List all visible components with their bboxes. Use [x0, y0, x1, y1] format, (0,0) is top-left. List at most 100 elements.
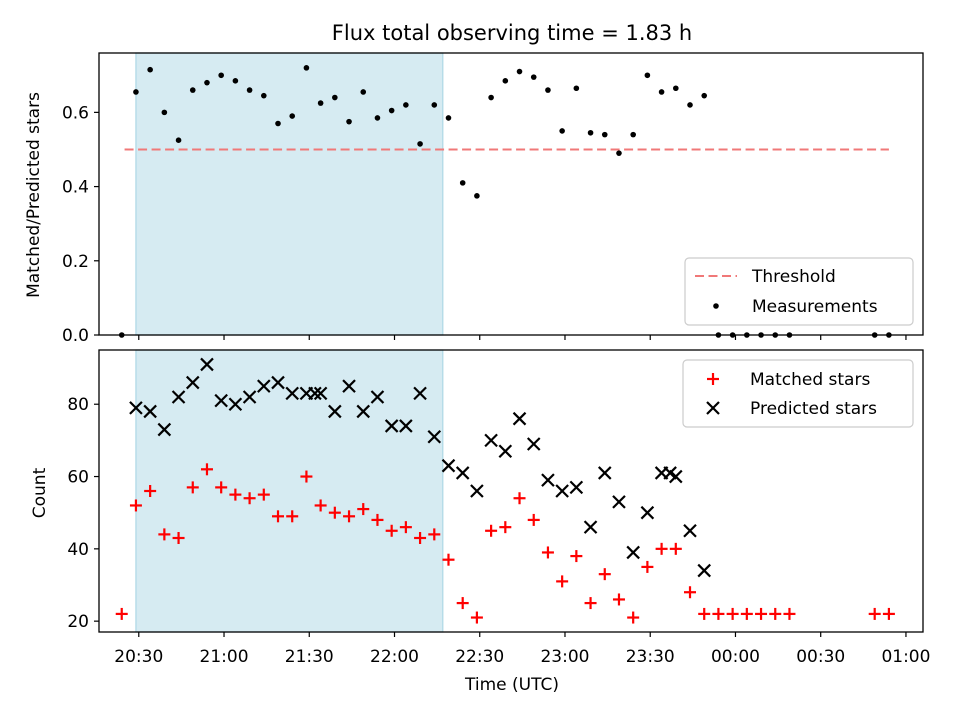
measurement-point — [431, 102, 438, 108]
x-tick-label: 00:00 — [711, 647, 760, 667]
matched-star-point — [655, 542, 668, 555]
matched-star-point — [385, 524, 398, 537]
matched-star-point — [371, 513, 384, 526]
matched-star-point — [300, 470, 313, 483]
x-tick-label: 20:30 — [114, 647, 163, 667]
x-tick-label: 23:00 — [540, 647, 589, 667]
x-tick-label: 22:00 — [370, 647, 419, 667]
predicted-star-point — [129, 401, 143, 415]
predicted-star-point — [683, 523, 697, 538]
matched-star-point — [343, 510, 356, 523]
matched-star-point — [428, 528, 441, 541]
x-axis-label: Time (UTC) — [464, 675, 559, 695]
matched-star-point — [215, 481, 228, 494]
matched-star-point — [769, 607, 782, 620]
measurement-point — [261, 92, 267, 99]
predicted-star-point — [413, 386, 427, 401]
top-panel: 0.0 0.2 0.4 0.6 Threshold Measurements — [62, 52, 924, 346]
observing-span — [135, 52, 444, 336]
measurement-point — [218, 72, 224, 79]
predicted-star-point — [200, 357, 214, 372]
top-y-tick-label: 0.0 — [62, 326, 89, 346]
predicted-star-point — [384, 419, 399, 433]
top-y-tick-label: 0.6 — [62, 103, 89, 123]
x-tick-label: 23:30 — [626, 647, 675, 667]
predicted-star-point — [342, 379, 356, 393]
predicted-star-point — [399, 419, 413, 433]
legend-threshold-label: Threshold — [751, 267, 836, 287]
top-legend: Threshold Measurements — [684, 257, 914, 326]
predicted-star-point — [356, 404, 371, 419]
legend-measurements-label: Measurements — [752, 297, 878, 317]
matched-star-point — [740, 607, 753, 620]
top-legend-box — [684, 257, 914, 326]
legend-matched-label: Matched stars — [750, 370, 870, 390]
measurement-point — [616, 150, 622, 156]
legend-measurements-swatch — [713, 303, 719, 309]
top-axes-frame — [98, 52, 924, 336]
matched-star-point — [882, 607, 895, 620]
measurement-point — [289, 113, 296, 119]
matched-star-point — [314, 499, 327, 512]
predicted-star-point — [555, 484, 569, 498]
matched-star-point — [641, 560, 654, 573]
measurement-point — [232, 78, 239, 84]
legend-matched-swatch — [707, 373, 719, 385]
predicted-star-point — [228, 397, 243, 412]
predicted-star-point — [640, 505, 655, 520]
matched-star-point — [328, 506, 341, 519]
matched-star-point — [186, 481, 199, 494]
measurement-point — [630, 131, 636, 138]
legend-predicted-label: Predicted stars — [750, 399, 877, 419]
bottom-legend: Matched stars Predicted stars — [682, 359, 914, 428]
bottom-y-tick-label: 60 — [67, 468, 89, 488]
measurement-point — [673, 85, 679, 92]
matched-star-point — [698, 607, 711, 620]
predicted-star-point — [669, 469, 683, 484]
predicted-star-point — [597, 466, 612, 480]
matched-star-point — [868, 607, 881, 620]
measurement-point — [417, 141, 423, 147]
predicted-star-point — [242, 390, 257, 404]
matched-star-point — [144, 485, 157, 497]
measurement-point — [175, 137, 182, 143]
measurement-point — [644, 72, 651, 79]
bottom-y-axis-label: Count — [30, 467, 50, 518]
measurement-point — [587, 129, 594, 136]
measurement-point — [189, 87, 196, 93]
matched-star-point — [399, 521, 412, 534]
predicted-star-point — [612, 495, 626, 509]
predicted-star-point — [328, 404, 342, 419]
matched-star-point — [684, 586, 697, 599]
predicted-star-point — [157, 422, 172, 437]
measurement-point — [516, 68, 523, 75]
matched-star-point — [229, 488, 242, 501]
matched-star-point — [115, 607, 128, 620]
bottom-legend-box — [682, 359, 914, 428]
x-tick-label: 21:30 — [285, 647, 334, 667]
measurement-point — [374, 115, 381, 121]
top-y-tick-label: 0.4 — [62, 178, 89, 198]
measurement-point — [303, 65, 310, 71]
matched-star-point — [357, 503, 370, 516]
predicted-star-point — [427, 429, 442, 444]
x-tick-label: 00:30 — [796, 647, 845, 667]
predicted-star-point — [455, 466, 470, 480]
matched-star-point — [172, 532, 185, 544]
matched-star-point — [442, 553, 455, 566]
predicted-star-point — [143, 404, 157, 419]
matched-star-point — [513, 492, 526, 505]
measurement-point — [360, 89, 367, 95]
measurement-point — [246, 87, 253, 93]
matched-star-point — [669, 542, 682, 555]
measurement-point — [658, 89, 665, 95]
matched-star-point — [499, 521, 512, 534]
x-tick-label: 21:00 — [200, 647, 249, 667]
x-tick-label: 22:30 — [455, 647, 504, 667]
x-tick-label: 01:00 — [881, 647, 930, 667]
measurement-point — [545, 87, 551, 93]
bottom-panel: 20 40 60 80 20:30 21:00 21:30 22:00 22:30 23:00 23… — [67, 349, 930, 667]
measurement-point — [147, 66, 153, 73]
matched-star-point — [257, 488, 270, 501]
